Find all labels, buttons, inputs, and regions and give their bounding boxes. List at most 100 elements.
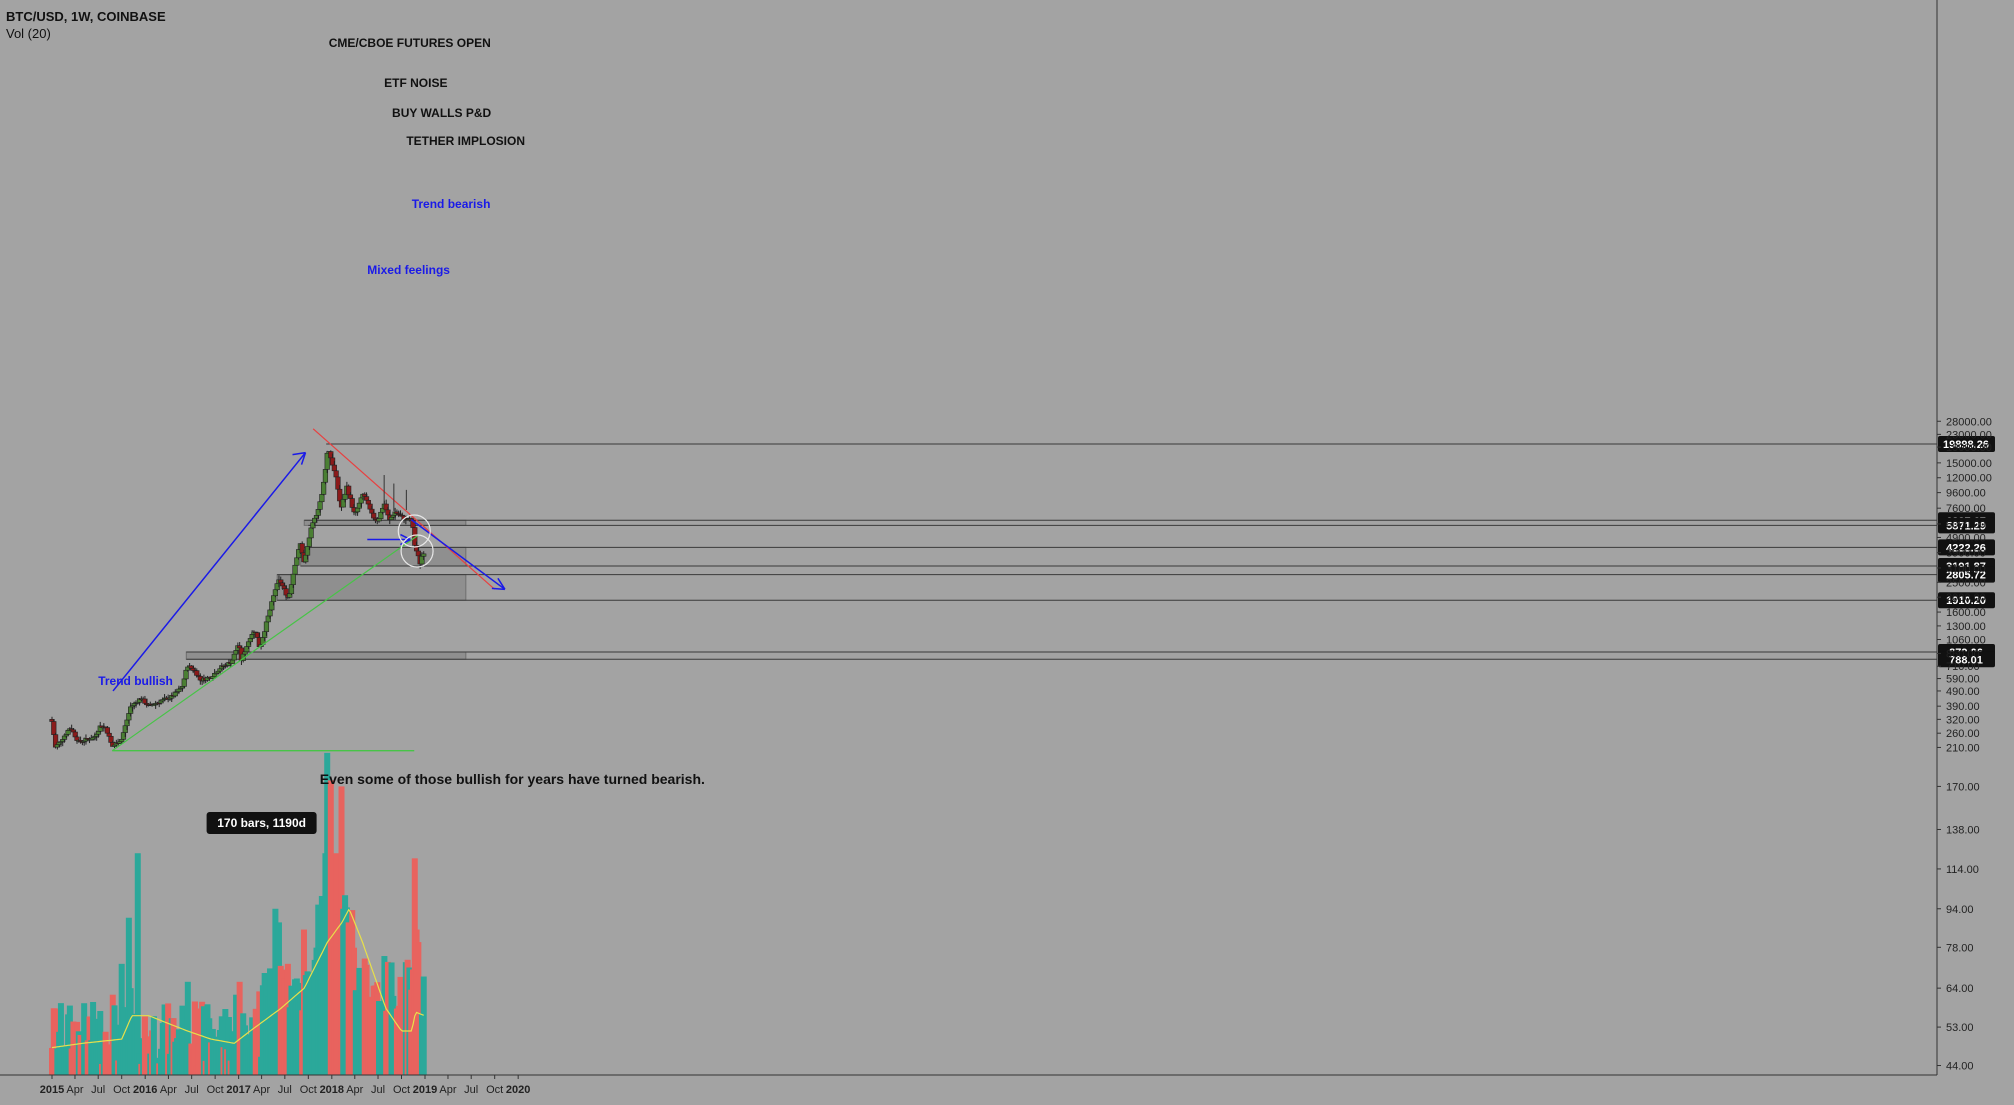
price-level-label: 1910.20 xyxy=(1946,595,1986,607)
x-tick-label: 2017 xyxy=(226,1084,250,1096)
y-tick-label: 170.00 xyxy=(1946,781,1980,793)
volume-bar xyxy=(324,752,331,1075)
highlight-circle xyxy=(400,534,434,568)
candle-body xyxy=(106,732,112,737)
price-candles xyxy=(49,450,427,750)
highlight-circle xyxy=(397,514,431,548)
x-tick-label: 2015 xyxy=(40,1084,64,1096)
volume-moving-average xyxy=(51,908,424,1049)
candle-body xyxy=(317,501,323,510)
x-tick-label: Apr xyxy=(160,1084,177,1096)
candle-body xyxy=(51,721,57,735)
price-zone xyxy=(276,574,467,601)
candle-body xyxy=(365,499,371,505)
y-tick-label: 1300.00 xyxy=(1946,621,1986,633)
candle-body xyxy=(229,659,236,664)
candle-body xyxy=(331,464,337,472)
volume-bar xyxy=(97,1011,104,1075)
bearish-trend-arrow xyxy=(410,519,506,590)
volume-bars xyxy=(49,752,427,1075)
y-tick-label: 44.00 xyxy=(1946,1061,1974,1073)
y-tick-label: 64.00 xyxy=(1946,983,1974,995)
price-level-tag xyxy=(1938,651,1995,668)
trend-drawings xyxy=(111,428,506,752)
annotation-comment: Even some of those bullish for years hav… xyxy=(320,771,705,787)
volume-bar xyxy=(184,981,191,1075)
y-tick-label: 19000.00 xyxy=(1946,442,1992,454)
price-level-label: 2805.72 xyxy=(1946,570,1986,582)
y-tick-label: 9600.00 xyxy=(1946,488,1986,500)
x-tick-label: Apr xyxy=(346,1084,363,1096)
price-level-label: 788.01 xyxy=(1949,654,1983,666)
volume-bar xyxy=(179,1005,186,1075)
volume-bar xyxy=(256,991,263,1075)
candle-body xyxy=(290,573,296,585)
volume-bar xyxy=(161,1004,168,1075)
y-tick-label: 6000.00 xyxy=(1946,519,1986,531)
volume-bar xyxy=(66,1005,73,1075)
candle-body xyxy=(263,621,270,632)
arrow-head xyxy=(491,577,506,591)
x-tick-label: Jul xyxy=(278,1084,292,1096)
y-tick-label: 94.00 xyxy=(1946,904,1974,916)
x-tick-label: 2020 xyxy=(506,1084,530,1096)
volume-bar xyxy=(415,942,422,1075)
annotation-mixed: Mixed feelings xyxy=(367,263,450,277)
y-tick-label: 7600.00 xyxy=(1946,503,1986,515)
price-zone xyxy=(300,546,467,567)
bar-count-label: 170 bars, 1190d xyxy=(217,816,306,830)
candle-body xyxy=(104,727,111,734)
bearish-trend-line xyxy=(312,428,496,590)
annotations: CME/CBOE FUTURES OPEN ETF NOISE BUY WALLS … xyxy=(98,36,705,834)
price-zone xyxy=(303,519,467,526)
annotation-buywalls: BUY WALLS P&D xyxy=(392,106,491,120)
x-tick-label: Oct xyxy=(113,1084,130,1096)
arrow-head xyxy=(292,451,307,465)
volume-bar xyxy=(175,1029,182,1075)
annotation-trend_bullish: Trend bullish xyxy=(98,674,173,688)
support-resistance-zones xyxy=(185,519,467,660)
y-tick-label: 390.00 xyxy=(1946,701,1980,713)
volume-bar xyxy=(233,994,240,1075)
symbol-label: BTC/USD, 1W, COINBASE xyxy=(6,9,166,24)
volume-bar xyxy=(191,1001,198,1075)
annotation-etf: ETF NOISE xyxy=(384,76,447,90)
x-tick-label: Jul xyxy=(464,1084,478,1096)
volume-bar xyxy=(134,853,141,1075)
candle-body xyxy=(333,470,339,478)
x-tick-label: 2018 xyxy=(320,1084,344,1096)
volume-bar xyxy=(52,1008,59,1075)
volume-bar xyxy=(57,1003,64,1075)
x-tick-label: Jul xyxy=(91,1084,105,1096)
bar-count-tag xyxy=(206,812,317,834)
candle-body xyxy=(376,518,382,522)
volume-bar xyxy=(225,1017,232,1075)
candle-body xyxy=(371,512,377,519)
annotation-trend_bearish: Trend bearish xyxy=(412,197,491,211)
volume-bar xyxy=(420,976,427,1075)
y-tick-label: 3900.00 xyxy=(1946,548,1986,560)
volume-bar xyxy=(252,1008,259,1075)
price-level-lines xyxy=(186,443,1937,660)
y-tick-label: 2500.00 xyxy=(1946,577,1986,589)
price-level-label: 4222.26 xyxy=(1946,542,1986,554)
y-tick-label: 710.00 xyxy=(1946,661,1980,673)
x-tick-label: Jul xyxy=(371,1084,385,1096)
x-tick-label: Jul xyxy=(185,1084,199,1096)
y-tick-label: 23000.00 xyxy=(1946,429,1992,441)
y-tick-label: 860.00 xyxy=(1946,648,1980,660)
y-tick-label: 1600.00 xyxy=(1946,607,1986,619)
volume-bar xyxy=(70,1021,77,1075)
y-tick-label: 590.00 xyxy=(1946,674,1980,686)
volume-bar xyxy=(165,1003,172,1075)
volume-bar xyxy=(113,1040,120,1075)
price-level-tag xyxy=(1938,592,1995,609)
candle-body xyxy=(319,494,325,503)
y-tick-label: 114.00 xyxy=(1946,864,1979,876)
y-tick-label: 210.00 xyxy=(1946,742,1980,754)
price-level-tag xyxy=(1938,566,1995,583)
support-trend-line xyxy=(111,534,420,752)
x-tick-label: Apr xyxy=(253,1084,270,1096)
